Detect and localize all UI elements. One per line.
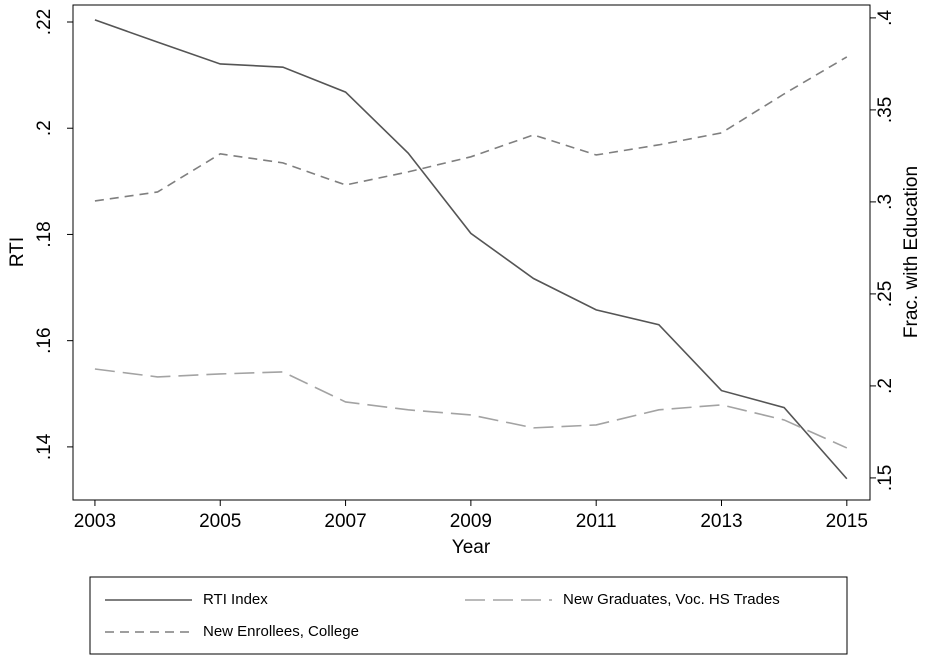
y-tick-label: .22	[34, 9, 55, 35]
x-axis-label: Year	[452, 537, 491, 558]
x-tick-label: 2011	[576, 511, 617, 532]
x-tick-label: 2003	[74, 511, 116, 532]
y2-tick-label: .3	[875, 194, 896, 210]
y2-tick-label: .4	[875, 10, 896, 26]
y2-axis-label: Frac. with Education	[901, 166, 922, 338]
series-line	[94, 19, 848, 480]
y2-tick-label: .25	[875, 281, 896, 307]
series-line	[94, 368, 848, 449]
y-tick-label: .16	[34, 327, 55, 353]
series-line	[94, 56, 848, 202]
y-tick-label: .18	[34, 221, 55, 247]
x-tick-label: 2009	[450, 511, 492, 532]
y-tick-label: .14	[34, 433, 55, 460]
legend-label: New Enrollees, College	[203, 623, 359, 640]
x-tick-label: 2013	[700, 511, 742, 532]
plot-frame	[72, 4, 871, 501]
x-tick-label: 2007	[324, 511, 366, 532]
legend-label: New Graduates, Voc. HS Trades	[563, 591, 780, 608]
y-tick-label: .2	[34, 120, 55, 136]
y2-tick-label: .15	[875, 465, 896, 491]
legend-box	[89, 576, 848, 655]
x-tick-label: 2015	[826, 511, 868, 532]
y2-tick-label: .2	[875, 378, 896, 394]
legend: RTI Index New Graduates, Voc. HS Trades Ne…	[105, 591, 780, 640]
y2-tick-label: .35	[875, 97, 896, 123]
legend-label: RTI Index	[203, 591, 268, 608]
y-axis-label: RTI	[7, 237, 28, 267]
x-tick-label: 2005	[199, 511, 241, 532]
